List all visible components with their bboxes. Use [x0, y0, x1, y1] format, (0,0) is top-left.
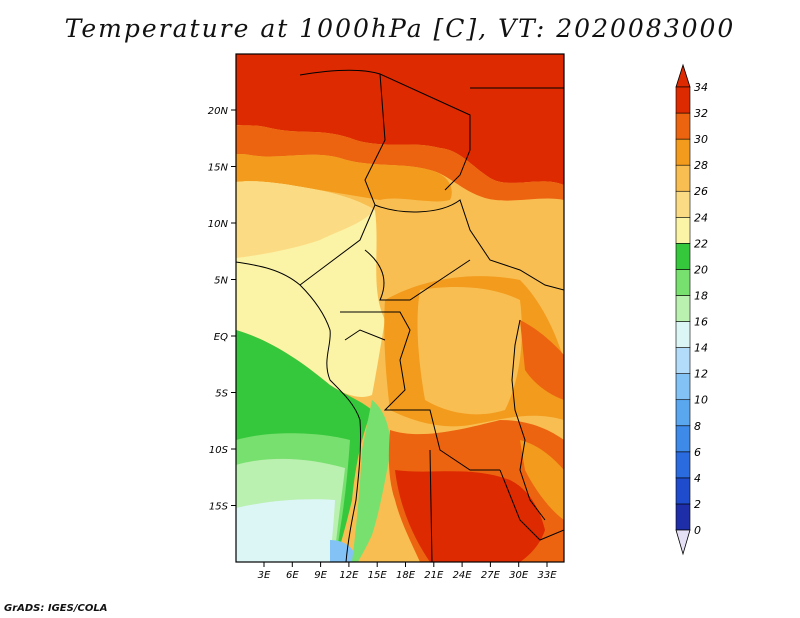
colorbar-bottom-arrow: [675, 529, 691, 556]
colorbar-label: 10: [694, 394, 708, 407]
lon-tick-label: 27E: [481, 570, 501, 581]
colorbar-swatch: [675, 477, 691, 505]
lat-tick-label: EQ: [214, 332, 228, 343]
lat-tick-label: 5S: [215, 389, 228, 400]
lat-tick-label: 15S: [209, 502, 229, 513]
lon-tick-label: 21E: [424, 570, 444, 581]
colorbar-label: 4: [694, 472, 701, 485]
colorbar-swatch: [675, 138, 691, 166]
latitude-ticks: 20N 15N 10N 5N EQ 5S 10S 15S: [208, 106, 236, 513]
colorbar-label: 26: [694, 185, 708, 198]
map-title: Temperature at 1000hPa [C], VT: 20200830…: [64, 14, 736, 43]
colorbar-swatch: [675, 347, 691, 374]
grads-credit: GrADS: IGES/COLA: [4, 603, 108, 614]
colorbar-swatch: [675, 86, 691, 114]
colorbar-label: 8: [694, 420, 701, 433]
colorbar-label: 22: [694, 237, 708, 250]
temperature-field: [236, 54, 564, 562]
colorbar-label: 34: [694, 81, 708, 94]
colorbar-label: 20: [694, 263, 708, 276]
colorbar-swatch: [675, 112, 691, 140]
colorbar-swatch: [675, 243, 691, 270]
colorbar-label: 30: [694, 133, 708, 146]
colorbar-swatch: [675, 164, 691, 192]
lon-tick-label: 3E: [258, 570, 271, 581]
lat-tick-label: 15N: [208, 163, 229, 174]
colorbar-label: 2: [694, 498, 701, 511]
colorbar-swatch: [675, 425, 691, 453]
colorbar-swatch: [675, 269, 691, 296]
lat-tick-label: 5N: [214, 276, 228, 287]
colorbar-label: 6: [694, 446, 701, 459]
colorbar-label: 24: [694, 211, 708, 224]
colorbar-label: 12: [694, 368, 708, 381]
colorbar-swatch: [675, 295, 691, 322]
lon-tick-label: 30E: [509, 570, 529, 581]
colorbar-label: 18: [694, 289, 708, 302]
lon-tick-label: 15E: [368, 570, 388, 581]
lon-tick-label: 6E: [286, 570, 299, 581]
colorbar-swatch: [675, 321, 691, 348]
colorbar-swatch: [675, 503, 691, 531]
colorbar-swatch: [675, 399, 691, 427]
lon-tick-label: 24E: [453, 570, 473, 581]
lat-tick-label: 10N: [208, 219, 229, 230]
colorbar-swatch: [675, 373, 691, 401]
colorbar-label: 28: [694, 159, 708, 172]
map-frame: [235, 53, 565, 563]
colorbar-swatch: [675, 216, 691, 244]
country-borders: [236, 69, 564, 562]
lon-tick-label: 9E: [314, 570, 327, 581]
lat-tick-label: 10S: [209, 445, 229, 456]
lon-tick-label: 18E: [396, 570, 416, 581]
colorbar-top-arrow: [675, 63, 691, 88]
colorbar-label: 0: [694, 524, 701, 537]
colorbar-swatch: [675, 190, 691, 218]
colorbar-label: 14: [694, 342, 708, 355]
lon-tick-label: 33E: [537, 570, 557, 581]
longitude-ticks: 3E 6E 9E 12E 15E 18E 21E 24E 27E 30E 33E: [258, 562, 557, 581]
lon-tick-label: 12E: [339, 570, 359, 581]
colorbar-swatch: [675, 451, 691, 479]
colorbar-label: 32: [694, 107, 708, 120]
lat-tick-label: 20N: [208, 106, 229, 117]
colorbar-label: 16: [694, 316, 708, 329]
